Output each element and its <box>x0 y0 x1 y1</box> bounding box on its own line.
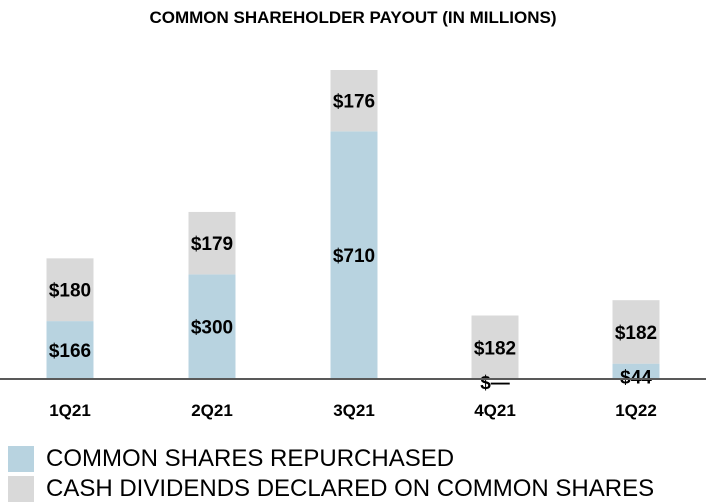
legend-label-dividends: CASH DIVIDENDS DECLARED ON COMMON SHARES <box>46 475 655 502</box>
bar-repurchased-3q21 <box>330 131 378 379</box>
bar-repurchased-1q22 <box>612 363 660 379</box>
x-tick-label-1q21: 1Q21 <box>49 401 91 420</box>
data-label-dividends-2q21: $179 <box>191 234 233 255</box>
bar-dividends-4q21 <box>471 315 519 379</box>
legend-swatch-dividends <box>8 476 34 502</box>
data-label-dividends-3q21: $176 <box>333 92 375 113</box>
legend-item-dividends: CASH DIVIDENDS DECLARED ON COMMON SHARES <box>8 474 654 504</box>
x-tick-label-4q21: 4Q21 <box>474 401 516 420</box>
data-label-dividends-1q22: $182 <box>615 323 657 344</box>
legend: COMMON SHARES REPURCHASED CASH DIVIDENDS… <box>8 444 654 504</box>
bar-dividends-1q22 <box>612 300 660 364</box>
bar-repurchased-1q21 <box>46 321 94 379</box>
chart-title: COMMON SHAREHOLDER PAYOUT (IN MILLIONS) <box>149 8 557 27</box>
x-tick-label-1q22: 1Q22 <box>615 401 657 420</box>
bar-repurchased-2q21 <box>188 274 236 379</box>
data-label-dividends-4q21: $182 <box>474 338 516 359</box>
data-label-repurchased-3q21: $710 <box>333 246 375 267</box>
bar-dividends-1q21 <box>46 258 94 322</box>
x-tick-label-3q21: 3Q21 <box>333 401 375 420</box>
data-label-repurchased-1q21: $166 <box>49 341 91 362</box>
data-label-repurchased-2q21: $300 <box>191 318 233 339</box>
data-label-repurchased-4q21: $— <box>480 373 510 394</box>
bar-dividends-2q21 <box>188 211 236 275</box>
bar-chart: $166 $180 $300 $179 $710 $176 $— $182 $44 $182 1Q… <box>0 70 706 420</box>
legend-swatch-repurchased <box>8 446 34 472</box>
legend-label-repurchased: COMMON SHARES REPURCHASED <box>46 445 455 472</box>
x-tick-label-2q21: 2Q21 <box>191 401 233 420</box>
bar-dividends-3q21 <box>330 70 378 132</box>
data-label-repurchased-1q22: $44 <box>620 367 652 388</box>
data-label-dividends-1q21: $180 <box>49 281 91 302</box>
legend-item-repurchased: COMMON SHARES REPURCHASED <box>8 444 654 474</box>
